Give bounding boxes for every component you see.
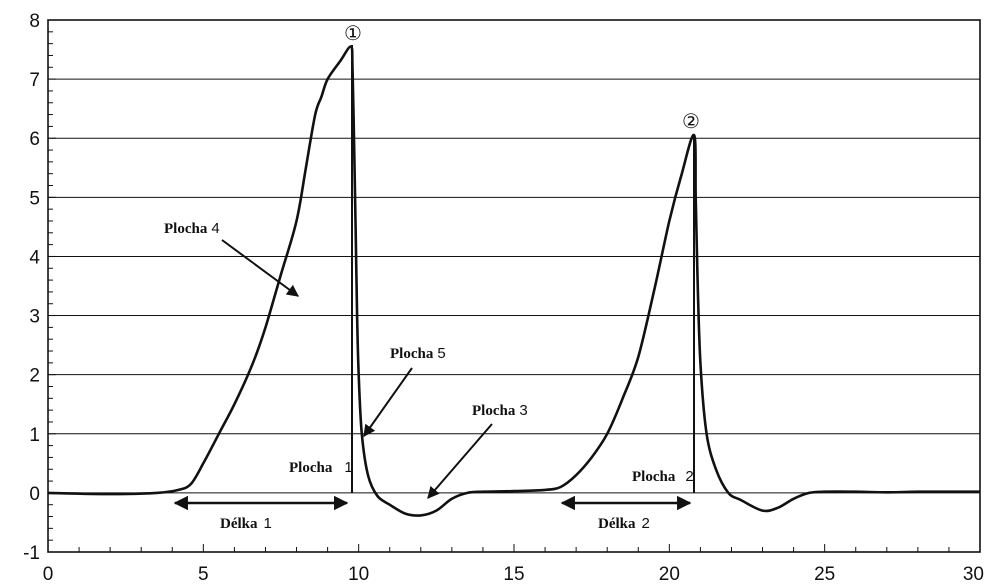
y-tick-label-0: -1 <box>23 543 40 564</box>
x-tick-label-1: 5 <box>198 564 209 585</box>
y-tick-label-2: 1 <box>29 425 40 446</box>
series-line <box>47 45 980 517</box>
x-tick-label-4: 20 <box>659 564 680 585</box>
plocha5-label: Plocha 5 <box>390 345 446 362</box>
y-tick-label-4: 3 <box>29 307 40 328</box>
y-tick-label-5: 4 <box>29 247 40 268</box>
plocha1-label: Plocha 1 <box>289 459 353 476</box>
y-tick-label-8: 7 <box>29 70 40 91</box>
x-tick-label-0: 0 <box>43 564 54 585</box>
y-tick-label-1: 0 <box>29 484 40 505</box>
plocha4-label: Plocha 4 <box>164 220 220 237</box>
plocha2-label: Plocha 2 <box>632 468 694 485</box>
x-tick-label-3: 15 <box>503 564 524 585</box>
plocha3-arrow <box>427 423 493 499</box>
axis-ticks <box>47 19 981 553</box>
x-tick-label-5: 25 <box>814 564 835 585</box>
plot-frame <box>47 19 981 553</box>
delka1-label: Délka 1 <box>220 515 272 532</box>
delka2-label: Délka 2 <box>598 515 650 532</box>
x-tick-label-2: 10 <box>348 564 369 585</box>
peak1-label: ① <box>344 21 362 45</box>
y-tick-label-7: 6 <box>29 129 40 150</box>
peak2-label: ② <box>682 109 700 133</box>
plocha5-arrow <box>363 367 413 437</box>
y-tick-label-9: 8 <box>29 11 40 32</box>
gridlines <box>48 78 980 494</box>
plocha3-label: Plocha 3 <box>472 402 528 419</box>
x-tick-label-6: 30 <box>963 564 984 585</box>
plocha4-arrow <box>221 239 299 297</box>
y-tick-label-6: 5 <box>29 188 40 209</box>
y-tick-label-3: 2 <box>29 366 40 387</box>
